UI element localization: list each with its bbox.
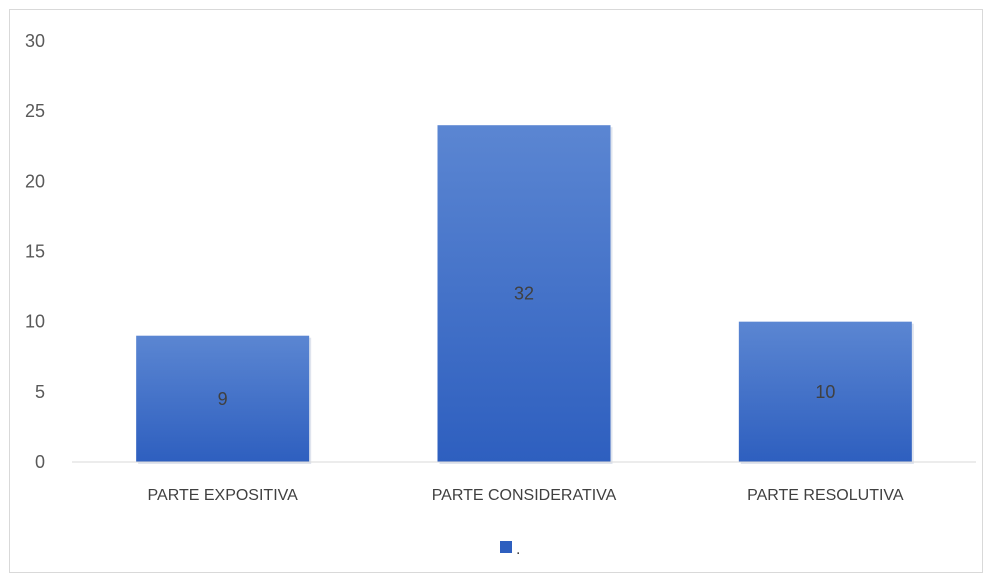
legend: . bbox=[500, 541, 520, 558]
y-tick-label: 15 bbox=[25, 242, 45, 262]
data-label: 32 bbox=[514, 284, 534, 304]
y-tick-label: 25 bbox=[25, 101, 45, 121]
legend-swatch bbox=[500, 541, 512, 553]
data-label: 10 bbox=[815, 382, 835, 402]
y-axis-ticks: 0 5 10 15 20 25 30 bbox=[25, 31, 45, 472]
bar-1 bbox=[136, 335, 310, 462]
y-tick-label: 20 bbox=[25, 171, 45, 191]
y-tick-label: 0 bbox=[35, 452, 45, 472]
y-tick-label: 30 bbox=[25, 31, 45, 51]
bar-3 bbox=[738, 321, 912, 462]
legend-label: . bbox=[516, 541, 520, 558]
bar-2 bbox=[437, 125, 611, 462]
y-tick-label: 10 bbox=[25, 312, 45, 332]
y-tick-label: 5 bbox=[35, 382, 45, 402]
x-category-label: PARTE EXPOSITIVA bbox=[148, 487, 299, 504]
bars: 9 32 10 bbox=[136, 125, 914, 464]
data-label: 9 bbox=[218, 389, 228, 409]
x-category-label: PARTE RESOLUTIVA bbox=[747, 487, 904, 504]
x-category-label: PARTE CONSIDERATIVA bbox=[432, 487, 617, 504]
x-axis-labels: PARTE EXPOSITIVA PARTE CONSIDERATIVA PARTE… bbox=[148, 487, 904, 504]
